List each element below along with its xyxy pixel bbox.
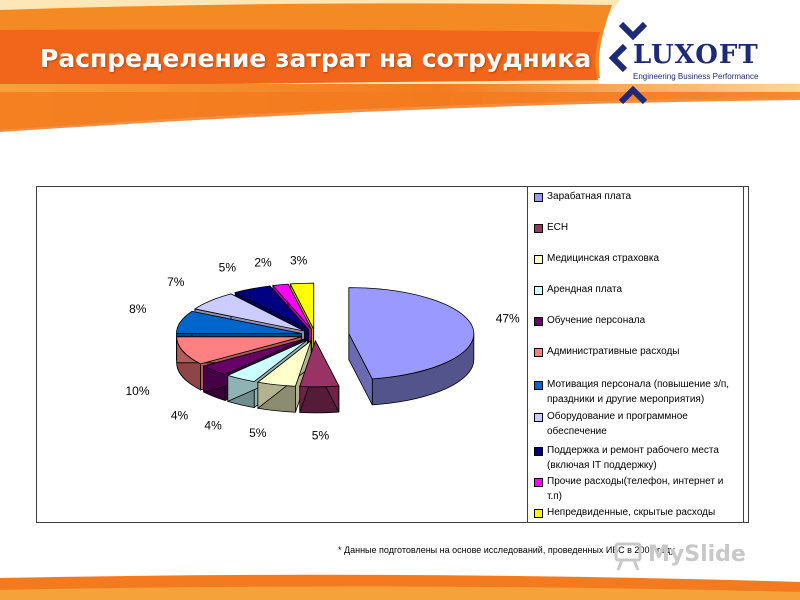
- legend-item: Прочие расходы(телефон, интернет и т.п): [534, 474, 739, 504]
- watermark: MySlide: [612, 538, 772, 572]
- pie-chart: 47% 5% 5% 4% 4% 10% 8% 7% 5% 2% 3%: [125, 254, 520, 443]
- legend-item: Медицинская страховка: [534, 251, 739, 266]
- pie-slice-top: [226, 339, 308, 383]
- pie-slice-top: [176, 310, 302, 334]
- legend-label: Медицинская страховка: [547, 253, 660, 264]
- legend-label: Оборудование и программное обеспечение: [547, 411, 688, 437]
- legend-item: ЕСН: [534, 220, 739, 235]
- legend-swatch: [534, 317, 543, 326]
- pie-slice-top: [272, 283, 312, 330]
- pie-slice-top: [256, 339, 312, 387]
- legend-label: Арендная плата: [547, 284, 623, 295]
- pie-slice-top: [176, 336, 302, 365]
- pie-data-label: 7%: [167, 275, 185, 289]
- pie-data-label: 4%: [171, 408, 189, 422]
- legend-label: ЕСН: [547, 222, 569, 233]
- legend-item: Обучение персонала: [534, 313, 739, 328]
- footnote: * Данные подготовлены на основе исследов…: [338, 545, 675, 555]
- luxoft-logo: LUXOFT Engineering Business Performance: [595, 18, 795, 108]
- pie-slice-top: [299, 339, 340, 388]
- pie-slice-top: [193, 293, 305, 332]
- legend-swatch: [534, 381, 543, 390]
- legend-label: Административные расходы: [547, 346, 680, 357]
- pie-slice-top: [202, 338, 305, 375]
- pie-data-label: 47%: [496, 312, 520, 326]
- legend-swatch: [534, 509, 543, 518]
- legend-swatch: [534, 478, 543, 487]
- legend-label: Обучение персонала: [547, 315, 646, 326]
- legend-swatch: [534, 255, 543, 264]
- watermark-text: MySlide: [648, 542, 746, 567]
- chart-frame: 47% 5% 5% 4% 4% 10% 8% 7% 5% 2% 3% Зарабатная плат…: [36, 186, 749, 523]
- legend-swatch: [534, 224, 543, 233]
- legend-label: Поддержка и ремонт рабочего места (включ…: [547, 445, 719, 471]
- pie-data-label: 5%: [219, 260, 237, 274]
- pie-data-label: 8%: [129, 302, 147, 316]
- logo-tagline: Engineering Business Performance: [633, 72, 759, 81]
- legend-item: Мотивация персонала (повышение з/п, праз…: [534, 377, 739, 407]
- pie-data-label: 4%: [204, 419, 222, 433]
- legend-item: Зарабатная плата: [534, 189, 739, 204]
- pie-data-label: 3%: [290, 254, 308, 268]
- pie-slice-top: [348, 287, 475, 380]
- legend-swatch: [534, 348, 543, 357]
- logo-wordmark: LUXOFT: [633, 40, 759, 70]
- legend-item: Поддержка и ремонт рабочего места (включ…: [534, 443, 739, 473]
- pie-data-label: 2%: [254, 255, 272, 269]
- legend-swatch: [534, 286, 543, 295]
- header-band: [0, 0, 800, 132]
- legend-label: Зарабатная плата: [547, 191, 632, 202]
- pie-slice-top: [234, 285, 309, 331]
- bottom-band: [0, 574, 800, 600]
- legend-label: Непредвиденные, скрытые расходы: [547, 507, 716, 518]
- legend-item: Непредвиденные, скрытые расходы: [534, 505, 739, 520]
- pie-data-label: 10%: [125, 384, 149, 398]
- pie-data-label: 5%: [312, 429, 330, 443]
- legend-item: Арендная плата: [534, 282, 739, 297]
- legend-item: Оборудование и программное обеспечение: [534, 409, 739, 439]
- slide-title: Распределение затрат на сотрудника: [40, 44, 592, 73]
- legend-label: Прочие расходы(телефон, интернет и т.п): [547, 476, 724, 502]
- pie-data-label: 5%: [249, 426, 267, 440]
- legend-swatch: [534, 447, 543, 456]
- legend-label: Мотивация персонала (повышение з/п, праз…: [547, 379, 730, 405]
- pie-slice-top: [289, 282, 315, 330]
- chart-legend: Зарабатная плата ЕСН Медицинская страховка…: [527, 186, 744, 523]
- legend-swatch: [534, 413, 543, 422]
- legend-swatch: [534, 193, 543, 202]
- legend-item: Административные расходы: [534, 344, 739, 359]
